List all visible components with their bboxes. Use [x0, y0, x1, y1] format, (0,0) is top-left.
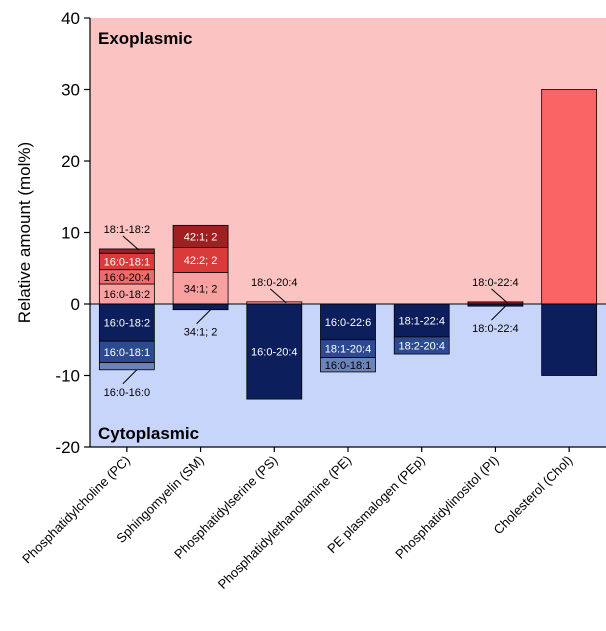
x-tick-label: Phosphatidylcholine (PC) — [19, 453, 133, 567]
annotation-leader — [196, 309, 211, 325]
bar-segment-exo — [172, 224, 229, 248]
cytoplasmic-region-label: Cytoplasmic — [98, 424, 199, 443]
bar-segment-cyto — [320, 357, 376, 373]
annotation-label: 18:1-18:2 — [104, 224, 150, 236]
y-tick-label: -10 — [55, 367, 80, 386]
annotation-label: 34:1; 2 — [184, 327, 218, 339]
annotation-leader — [491, 288, 508, 304]
bar-segment-cyto — [172, 303, 229, 311]
y-axis-label: Relative amount (mol%) — [15, 142, 34, 323]
bars: 16:0-18:2 16:0-20:4 16:0-18:1 16:0-18:2 16:0… — [98, 89, 598, 400]
annotation-leader — [122, 235, 140, 251]
segment-label: 16:0-18:2 — [104, 318, 150, 330]
segment-label: 18:1-20:4 — [325, 344, 371, 356]
annotation-label: 16:0-16:0 — [104, 387, 150, 399]
bar-segment-exo — [98, 248, 155, 254]
segment-label: 16:0-18:1 — [325, 360, 371, 372]
annotation-label: 18:0-20:4 — [251, 277, 297, 289]
segment-label: 42:2; 2 — [184, 255, 218, 267]
segment-label: 18:1-22:4 — [398, 315, 444, 327]
y-tick-label: 10 — [61, 224, 80, 243]
segment-label: 16:0-18:2 — [104, 289, 150, 301]
segment-label: 18:2-20:4 — [398, 340, 444, 352]
segment-label: 42:1; 2 — [184, 231, 218, 243]
y-tick-label: 40 — [61, 9, 80, 28]
annotations: 18:1-18:2 16:0-16:0 34:1; 2 18:0-20:4 18:0-2… — [104, 224, 519, 399]
bar-segment-cyto — [320, 303, 376, 341]
y-tick-label: -20 — [55, 438, 80, 457]
bar-segment-cyto — [98, 362, 155, 371]
annotation-leader — [269, 288, 287, 304]
bar-segment-cyto — [246, 303, 303, 400]
segment-label: 16:0-18:1 — [104, 347, 150, 359]
x-tick-label: Phosphatidylethanolamine (PE) — [215, 453, 354, 592]
bar-segment-exo — [541, 89, 598, 305]
segment-label: 16:0-20:4 — [104, 272, 150, 284]
exoplasmic-region — [90, 18, 606, 304]
segment-label: 16:0-22:6 — [325, 317, 371, 329]
bar-segment-cyto — [393, 303, 450, 338]
x-axis-labels: Phosphatidylcholine (PC)Sphingomyelin (S… — [19, 447, 575, 592]
bar-segment-exo — [172, 272, 229, 305]
exoplasmic-region-label: Exoplasmic — [98, 29, 193, 48]
annotation-label: 18:0-22:4 — [472, 277, 518, 289]
segment-label: 16:0-20:4 — [251, 347, 297, 359]
annotation-label: 18:0-22:4 — [472, 323, 518, 335]
region-backgrounds — [90, 18, 606, 447]
bar-segment-cyto — [541, 303, 598, 376]
y-tick-label: 20 — [61, 152, 80, 171]
x-tick-label: Cholesterol (Chol) — [491, 453, 576, 538]
y-tick-label: 30 — [61, 81, 80, 100]
y-tick-label: 0 — [71, 295, 80, 314]
segment-label: 16:0-18:1 — [104, 256, 150, 268]
bar-segment-cyto — [393, 336, 450, 355]
segment-label: 34:1; 2 — [184, 283, 218, 295]
annotation-leader — [122, 369, 138, 385]
annotation-leader — [491, 305, 506, 321]
